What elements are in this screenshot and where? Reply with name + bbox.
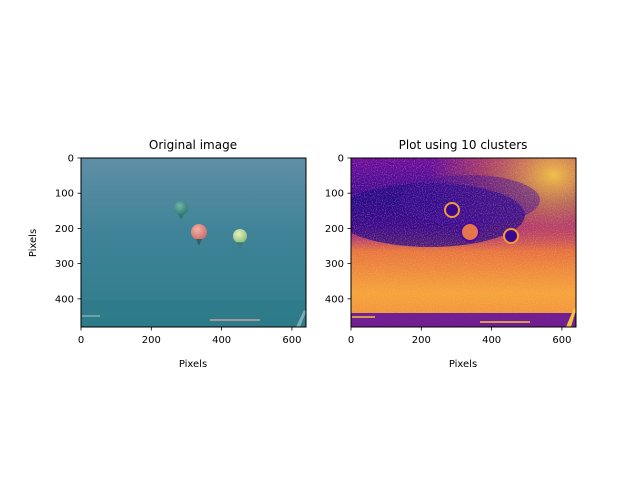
original-image — [81, 158, 306, 327]
cluster-balloon-1 — [444, 202, 460, 218]
left-xtick-label: 200 — [142, 335, 161, 346]
right-xlabel: Pixels — [449, 359, 477, 370]
right-title: Plot using 10 clusters — [399, 138, 528, 152]
right-ytick-label: 200 — [325, 224, 344, 235]
left-xtick-label: 600 — [282, 335, 301, 346]
left-xtick-label: 0 — [78, 335, 84, 346]
right-ytick-label: 400 — [325, 294, 344, 305]
balloon-teal — [174, 201, 188, 215]
right-ytick-label: 100 — [325, 189, 344, 200]
left-xtick-label: 400 — [212, 335, 231, 346]
right-panel: Plot using 10 clusters 0 200 400 600 0 100 200… — [325, 138, 577, 370]
right-ytick-label: 300 — [325, 259, 344, 270]
right-ytick-label: 0 — [338, 154, 344, 165]
right-axes-frame — [350, 157, 577, 328]
left-ytick-label: 400 — [55, 294, 74, 305]
left-ticks: 0 200 400 600 0 100 200 300 400 — [55, 154, 302, 347]
left-title: Original image — [149, 138, 237, 152]
balloon-green — [233, 229, 247, 243]
left-ytick-label: 100 — [55, 189, 74, 200]
right-xtick-label: 0 — [348, 335, 354, 346]
left-axes-frame — [80, 157, 307, 328]
right-xtick-label: 200 — [412, 335, 431, 346]
left-xlabel: Pixels — [179, 359, 207, 370]
left-ytick-label: 200 — [55, 224, 74, 235]
balloon-pink — [191, 224, 207, 240]
cluster-balloon-3 — [503, 228, 519, 244]
right-ticks: 0 200 400 600 0 100 200 300 400 — [325, 154, 572, 347]
left-panel: Original image 0 200 400 600 0 100 200 300 400 P… — [28, 138, 307, 370]
cluster-balloon-2 — [460, 222, 480, 242]
left-ytick-label: 0 — [68, 154, 74, 165]
cluster-image — [351, 158, 576, 327]
right-xtick-label: 400 — [482, 335, 501, 346]
left-ylabel: Pixels — [28, 229, 39, 257]
left-ytick-label: 300 — [55, 259, 74, 270]
right-xtick-label: 600 — [552, 335, 571, 346]
